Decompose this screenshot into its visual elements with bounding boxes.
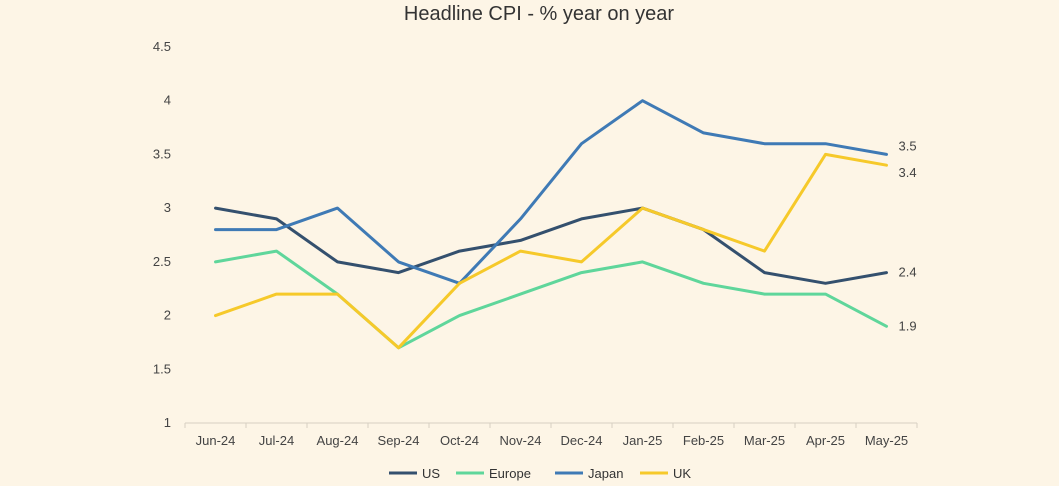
- legend: US Europe Japan UK: [389, 466, 691, 481]
- y-tick-label: 4: [164, 93, 171, 108]
- data-label-japan: 3.5: [899, 138, 917, 153]
- x-tick-label: Aug-24: [317, 433, 359, 448]
- y-tick-label: 1.5: [153, 361, 171, 376]
- x-tick-label: Jan-25: [623, 433, 663, 448]
- legend-item-us[interactable]: US: [389, 466, 440, 481]
- legend-label: Europe: [489, 466, 531, 481]
- x-axis: Jun-24 Jul-24 Aug-24 Sep-24 Oct-24 Nov-24 Dec-…: [184, 423, 918, 448]
- x-tick-label: Nov-24: [500, 433, 542, 448]
- legend-item-uk[interactable]: UK: [640, 466, 691, 481]
- x-tick-label: Apr-25: [806, 433, 845, 448]
- y-tick-label: 3.5: [153, 146, 171, 161]
- y-axis: 1 1.5 2 2.5 3 3.5 4 4.5: [153, 39, 171, 430]
- x-tick-label: Sep-24: [378, 433, 420, 448]
- data-labels: 2.4 1.9 3.5 3.4: [899, 138, 917, 333]
- legend-item-japan[interactable]: Japan: [555, 466, 623, 481]
- data-label-uk: 3.4: [899, 165, 917, 180]
- y-tick-label: 2.5: [153, 254, 171, 269]
- x-tick-label: Mar-25: [744, 433, 785, 448]
- data-label-us: 2.4: [899, 265, 917, 280]
- series-line-us: [214, 206, 888, 285]
- y-tick-label: 3: [164, 200, 171, 215]
- legend-item-europe[interactable]: Europe: [456, 466, 531, 481]
- chart-title: Headline CPI - % year on year: [404, 3, 674, 25]
- series-line-japan: [214, 99, 888, 285]
- x-tick-label: Feb-25: [683, 433, 724, 448]
- series-line-uk: [214, 152, 888, 350]
- legend-label: Japan: [588, 466, 623, 481]
- x-tick-label: Oct-24: [440, 433, 479, 448]
- x-tick-label: Dec-24: [561, 433, 603, 448]
- plot-area: [214, 99, 888, 350]
- y-tick-label: 4.5: [153, 39, 171, 54]
- y-tick-label: 2: [164, 308, 171, 323]
- data-label-europe: 1.9: [899, 318, 917, 333]
- x-tick-label: Jun-24: [196, 433, 236, 448]
- x-tick-label: Jul-24: [259, 433, 294, 448]
- legend-label: US: [422, 466, 440, 481]
- x-tick-label: May-25: [865, 433, 908, 448]
- y-tick-label: 1: [164, 415, 171, 430]
- series-line-europe: [214, 249, 888, 350]
- legend-label: UK: [673, 466, 691, 481]
